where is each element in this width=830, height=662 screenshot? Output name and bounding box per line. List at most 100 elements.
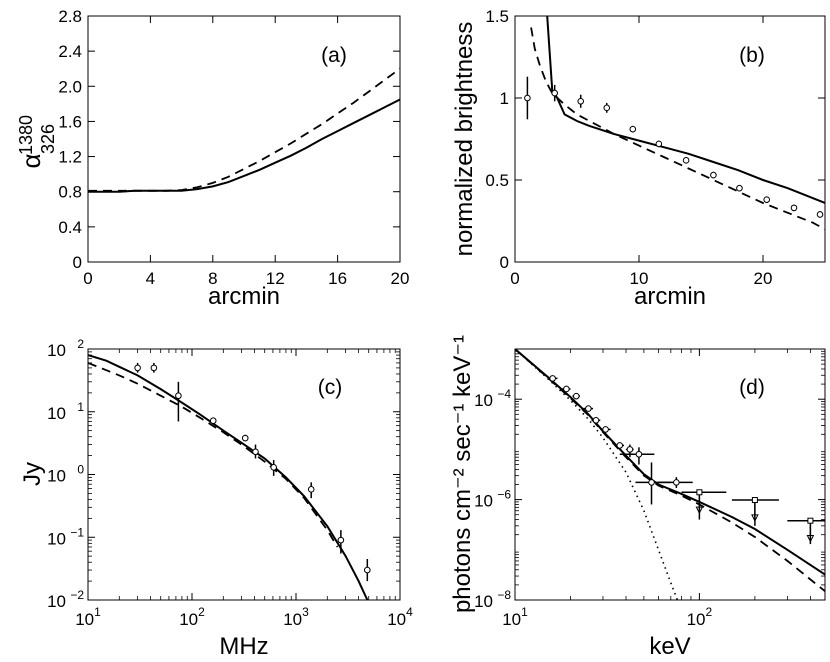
x-axis-label: arcmin	[634, 283, 706, 310]
data-point	[629, 125, 637, 133]
data-point	[175, 392, 182, 400]
data-point	[551, 89, 558, 97]
tick-exponent: −4	[497, 387, 511, 401]
x-tick-label: 104	[387, 605, 413, 629]
x-tick-label: 102	[687, 605, 713, 629]
y-tick-label: 0	[73, 253, 82, 272]
tick-base: 10	[47, 467, 66, 486]
panel-b: 0 10 20 0 0.5 1 1.5 (b) arcmin	[485, 7, 826, 310]
data-point	[270, 464, 277, 471]
data-point	[563, 385, 570, 393]
y-tick-label: 2.0	[58, 77, 82, 96]
axes-frame	[514, 15, 826, 263]
tick-exponent: 1	[94, 605, 101, 619]
tick-base: 10	[47, 592, 66, 611]
x-tick-label: 10	[630, 269, 649, 288]
y-tick-label: 10 −6	[474, 488, 511, 511]
data-point	[790, 204, 798, 212]
tick-base: 10	[283, 610, 302, 629]
y-tick-label: 10 −2	[47, 588, 84, 611]
x-tick-label: 101	[502, 605, 528, 629]
tick-exponent: 2	[706, 605, 713, 619]
x-tick-label: 20	[391, 269, 410, 288]
y-tick-label: 1	[500, 89, 509, 108]
plot-area	[524, 16, 825, 230]
data-point	[209, 417, 217, 425]
y-tick-label: 1.5	[485, 7, 509, 26]
tick-exponent: −6	[497, 488, 511, 502]
data-point	[807, 517, 814, 524]
data-point	[635, 450, 643, 458]
y-tick-label: 10 0	[47, 463, 84, 486]
x-tick-label: 102	[179, 605, 205, 629]
plot-area	[88, 67, 400, 193]
y-axis-label: α1380 326	[16, 115, 58, 169]
y-tick-label: 10 2	[47, 337, 84, 360]
y-tick-label: 2.8	[58, 7, 82, 26]
x-tick-label: 101	[75, 605, 101, 629]
data-point	[816, 211, 824, 218]
data-point	[736, 184, 743, 192]
tick-exponent: −8	[497, 588, 511, 602]
data-point	[364, 566, 371, 574]
series-line-dashed	[515, 349, 825, 592]
upper-limit-arrow	[806, 535, 815, 543]
data-point	[592, 416, 600, 424]
x-tick-label: 0	[83, 269, 92, 288]
data-point	[682, 157, 690, 164]
x-axis-label: arcmin	[208, 283, 280, 310]
data-point	[572, 392, 580, 400]
tick-base: 10	[474, 492, 493, 511]
y-axis-label: photons cm⁻² sec⁻¹ keV⁻¹	[449, 335, 476, 613]
y-tick-label: 2.4	[58, 42, 82, 61]
axes-frame	[87, 348, 401, 601]
tick-exponent: 3	[302, 605, 309, 619]
y-axis-label-a: α1380 326	[16, 115, 58, 169]
tick-exponent: −2	[70, 588, 84, 602]
tick-base: 10	[502, 610, 521, 629]
panel-label: (b)	[739, 44, 765, 67]
tick-base: 10	[47, 529, 66, 548]
y-tick-label: 10 1	[47, 400, 84, 423]
tick-base: 10	[179, 610, 198, 629]
tick-exponent: 2	[198, 605, 205, 619]
x-axis-label: MHz	[219, 633, 268, 660]
x-tick-label: 8	[208, 269, 217, 288]
tick-exponent: 4	[406, 605, 413, 619]
y-tick-label: 10 −4	[474, 387, 511, 410]
series-line-dashed	[530, 27, 825, 230]
tick-base: 10	[687, 610, 706, 629]
y-tick-label: 1.6	[58, 112, 82, 131]
upper-limit-arrow	[695, 506, 704, 515]
tick-exponent: 1	[521, 605, 528, 619]
y-tick-label: 0	[500, 253, 509, 272]
tick-base: 10	[47, 404, 66, 423]
series-line-solid	[515, 349, 825, 576]
y-axis-label: Jy	[19, 462, 46, 486]
y-tick-label: 1.2	[58, 148, 82, 167]
data-point	[134, 364, 141, 372]
y-tick-label: 10 −1	[47, 525, 84, 548]
data-point	[710, 171, 717, 179]
data-point	[337, 536, 345, 544]
tick-base: 10	[474, 391, 493, 410]
tick-exponent: 1	[77, 400, 84, 414]
tick-exponent: 2	[77, 337, 84, 351]
tick-exponent: 0	[77, 463, 84, 477]
data-point	[549, 375, 556, 382]
x-tick-label: 4	[146, 269, 155, 288]
y-tick-label: 0.4	[58, 218, 82, 237]
data-point	[751, 497, 758, 504]
data-point	[241, 434, 249, 442]
data-point	[585, 405, 592, 412]
data-point	[626, 446, 634, 453]
upper-limit-arrow	[751, 514, 759, 522]
alpha-subscript: 326	[38, 124, 58, 154]
x-axis-label: keV	[649, 633, 690, 660]
x-tick-label: 12	[266, 269, 285, 288]
data-point	[307, 486, 315, 493]
x-tick-label: 16	[328, 269, 347, 288]
